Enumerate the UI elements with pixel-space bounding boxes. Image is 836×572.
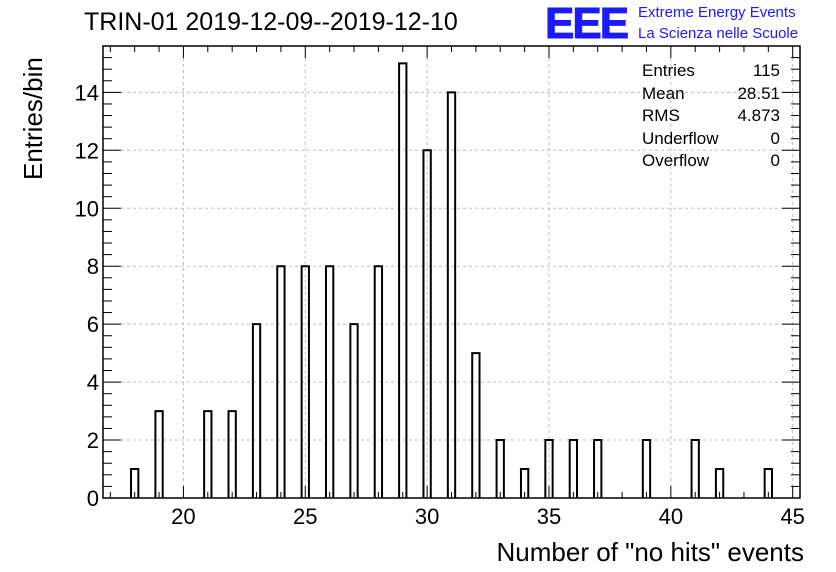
stat-row-entries: Entries 115 [642,60,780,83]
histogram-bar [154,410,164,498]
y-tick-label: 8 [87,254,99,279]
histogram-bar [203,410,213,498]
histogram-bar [763,468,773,498]
stat-label: Mean [642,83,685,103]
stat-row-overflow: Overflow 0 [642,150,780,173]
y-tick-label: 0 [87,486,99,511]
histogram-bar [593,439,603,498]
histogram-bar [544,439,554,498]
stat-value: 0 [770,128,780,148]
histogram-bar [227,410,237,498]
stat-row-underflow: Underflow 0 [642,128,780,151]
y-tick-label: 12 [75,138,99,163]
stat-label: RMS [642,106,680,125]
x-tick-label: 20 [171,504,195,529]
logo-subtitle-line2: La Scienza nelle Scuole [638,25,799,42]
logo-subtitle-line1: Extreme Energy Events [638,4,796,21]
histogram-bar [130,468,140,498]
y-tick-label: 4 [87,370,99,395]
x-tick-label: 45 [780,504,804,529]
stat-value: 0 [770,151,780,170]
stat-label: Underflow [642,128,719,148]
histogram-bar [324,265,335,498]
histogram-bar [398,62,408,498]
y-tick-label: 14 [75,80,99,105]
histogram-bar [714,468,725,498]
stat-value: 28.51 [737,83,780,103]
axis-ticks [103,45,800,499]
stat-label: Overflow [642,151,710,170]
eee-logo-text: EEE [545,2,628,42]
x-axis-label: Number of "no hits" events [496,537,805,567]
histogram-bar [519,468,530,498]
histogram-bars [130,62,773,498]
eee-logo: EEE [545,2,631,42]
histogram-bar [373,265,384,498]
histogram-bar [251,323,262,498]
stats-box: Entries 115 Mean 28.51 RMS 4.873 Underflow 0 Ove… [642,60,780,173]
tick-labels: 20 25 30 35 40 45 0 2 4 6 8 10 12 14 [75,80,805,529]
x-tick-label: 35 [537,504,561,529]
histogram-bar [349,323,359,498]
histogram-bar [276,265,286,498]
histogram-bar [568,439,579,498]
stat-value: 115 [752,61,780,80]
histogram-bar [300,265,310,498]
y-axis-label: Entries/bin [18,57,48,180]
stat-label: Entries [642,61,695,80]
y-tick-label: 6 [87,312,99,337]
histogram-bar [641,439,652,498]
y-tick-label: 10 [75,196,99,221]
histogram-bar [446,91,457,498]
stat-value: 4.873 [737,106,780,125]
x-tick-label: 40 [659,504,683,529]
stat-row-rms: RMS 4.873 [642,105,780,128]
histogram-bar [422,149,432,498]
y-tick-label: 2 [87,428,99,453]
histogram-bar [471,352,481,498]
x-tick-label: 25 [293,504,317,529]
histogram-bar [495,439,505,498]
chart-title: TRIN-01 2019-12-09--2019-12-10 [84,8,458,36]
x-tick-label: 30 [415,504,439,529]
stat-row-mean: Mean 28.51 [642,83,780,106]
histogram-bar [690,439,700,498]
